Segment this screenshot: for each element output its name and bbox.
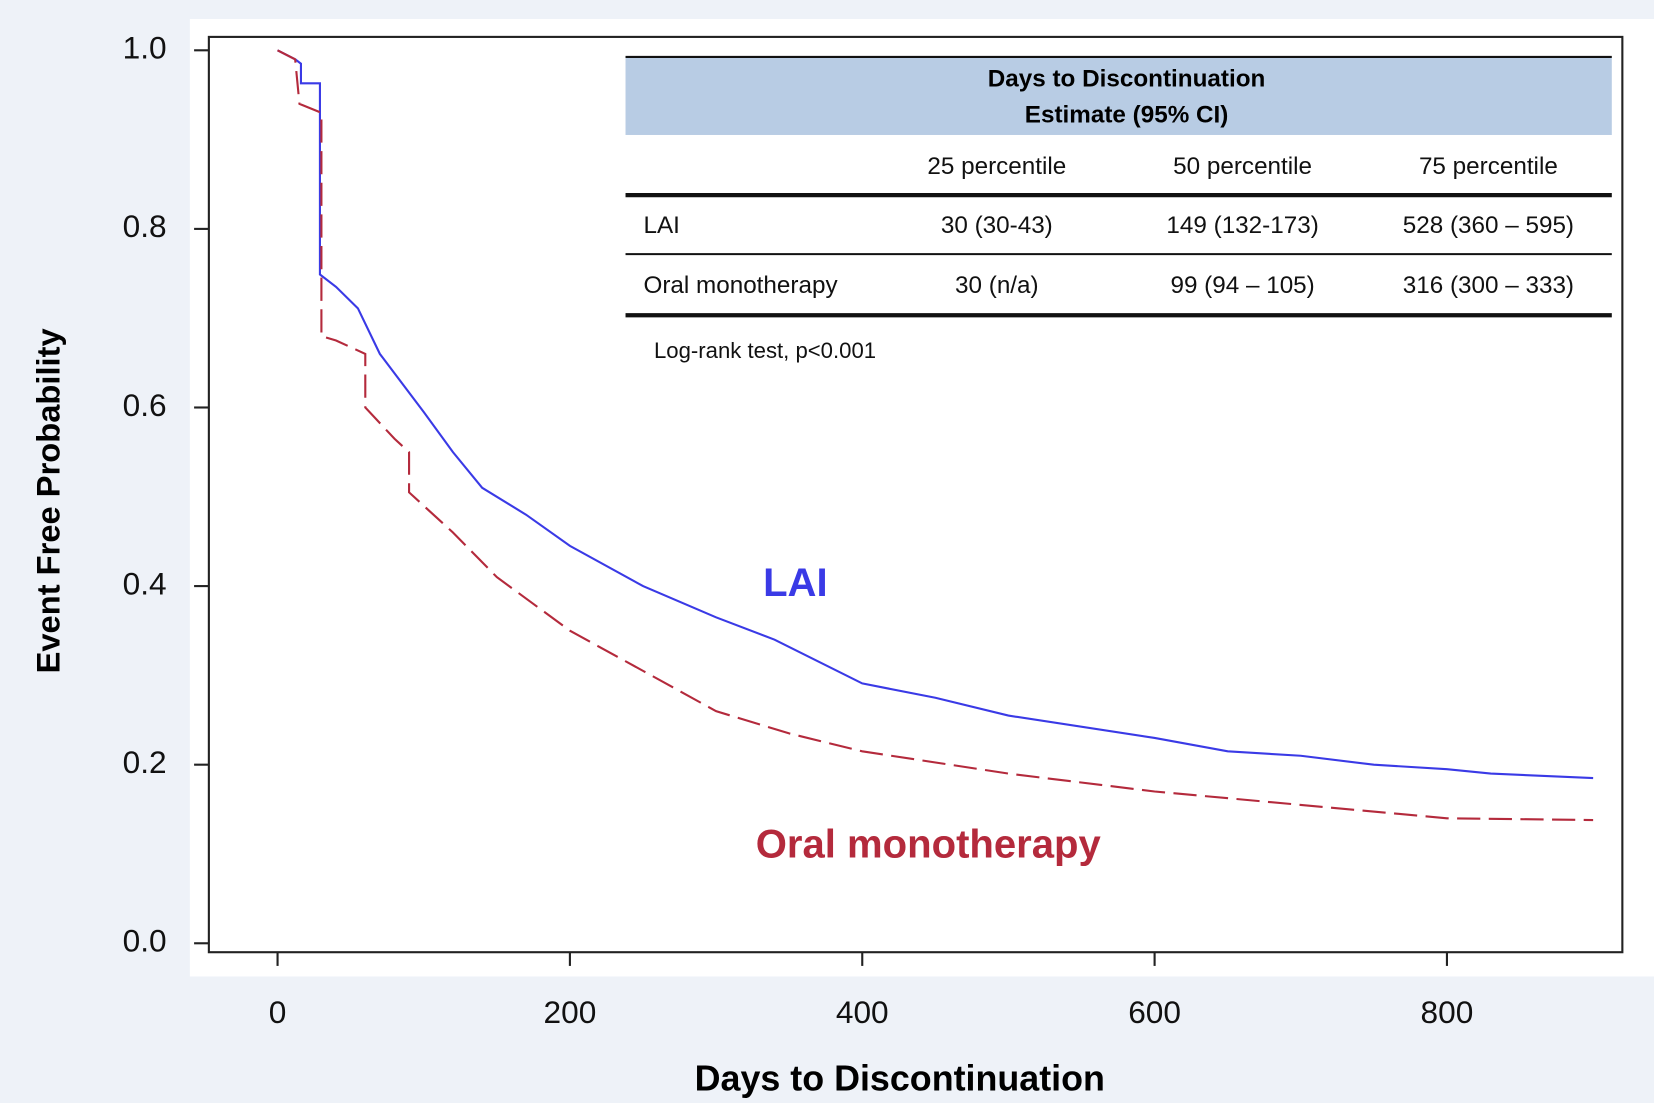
annotation: Log-rank test, p<0.001 bbox=[654, 338, 876, 363]
y-axis-title: Event Free Probability bbox=[29, 328, 66, 673]
table-cell: 316 (300 – 333) bbox=[1403, 272, 1574, 299]
x-axis-title: Days to Discontinuation bbox=[695, 1058, 1105, 1098]
table-title: Estimate (95% CI) bbox=[1025, 101, 1229, 128]
x-tick-label: 800 bbox=[1421, 994, 1474, 1030]
y-tick-label: 0.8 bbox=[123, 208, 167, 244]
table-row-label: LAI bbox=[643, 212, 679, 239]
table-column-header: 25 percentile bbox=[927, 153, 1066, 180]
x-tick-label: 400 bbox=[836, 994, 889, 1030]
y-tick-label: 0.0 bbox=[123, 923, 167, 959]
y-tick-label: 0.4 bbox=[123, 565, 167, 601]
series-label: LAI bbox=[763, 561, 828, 605]
y-tick-label: 0.6 bbox=[123, 387, 167, 423]
table-title: Days to Discontinuation bbox=[988, 66, 1266, 93]
table-header-band bbox=[625, 57, 1612, 135]
plot-panel bbox=[189, 18, 1654, 977]
survival-curve bbox=[277, 49, 1594, 822]
table-column-header: 50 percentile bbox=[1173, 153, 1312, 180]
y-tick-label: 0.2 bbox=[123, 744, 167, 780]
table-cell: 30 (30-43) bbox=[941, 212, 1053, 239]
series-label: Oral monotherapy bbox=[756, 822, 1102, 866]
x-tick-label: 200 bbox=[544, 994, 597, 1030]
table-cell: 99 (94 – 105) bbox=[1170, 272, 1314, 299]
table-column-header: 75 percentile bbox=[1419, 153, 1558, 180]
table-cell: 149 (132-173) bbox=[1166, 212, 1318, 239]
x-tick-label: 0 bbox=[269, 994, 287, 1030]
x-tick-label: 600 bbox=[1128, 994, 1181, 1030]
table-cell: 528 (360 – 595) bbox=[1403, 212, 1574, 239]
table-row-label: Oral monotherapy bbox=[643, 272, 838, 299]
table-cell: 30 (n/a) bbox=[955, 272, 1039, 299]
survival-curve bbox=[277, 49, 1594, 780]
plot-frame bbox=[207, 35, 1624, 954]
y-tick-label: 1.0 bbox=[123, 30, 167, 66]
